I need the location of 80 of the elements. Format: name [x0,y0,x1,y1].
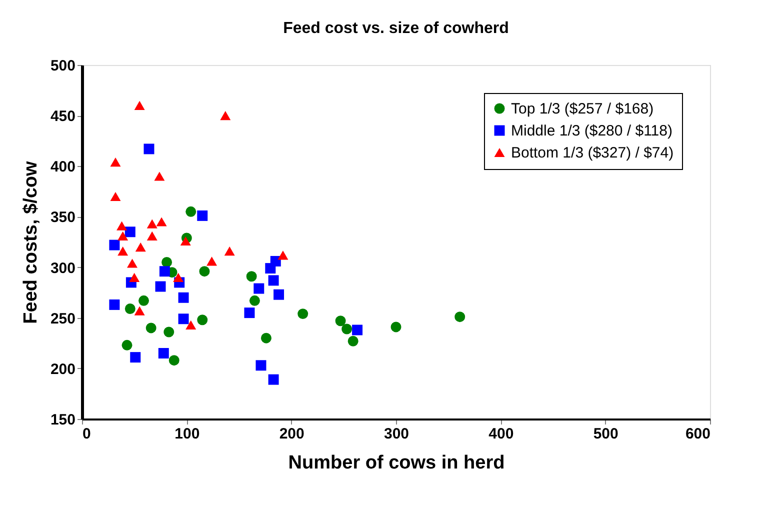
point [168,355,180,366]
x-tick-label: 300 [384,426,410,442]
point [278,250,288,260]
y-tick-label: 450 [50,108,76,126]
point [130,352,141,363]
point [126,258,138,268]
point [158,348,169,358]
point [144,144,154,154]
point [199,266,210,277]
point [118,231,128,240]
point [390,322,402,332]
point [274,289,284,300]
point [254,283,264,294]
point [129,272,140,282]
point [180,236,191,246]
point [206,256,218,266]
point [197,210,208,221]
y-tick-label: 350 [50,209,76,226]
point [162,256,172,268]
point [110,192,121,202]
x-tick-label: 500 [593,426,618,442]
point [173,272,184,282]
legend-label: Middle 1/3 ($280 / $118) [511,122,672,140]
point [335,316,346,326]
point [244,308,255,318]
point [134,100,145,110]
y-tick-label: 400 [50,158,76,176]
y-tick-label: 150 [50,412,76,428]
y-tick-label: 250 [50,310,76,328]
x-tick-label: 0 [82,426,91,442]
chart-title: Feed cost vs. size of cowherd [283,20,509,37]
point [260,332,272,344]
point [178,314,189,324]
point [197,314,208,326]
point [186,320,196,330]
y-tick-label: 300 [50,260,76,277]
point [220,111,231,120]
legend-label: Bottom 1/3 ($327) / $74) [511,144,674,162]
point [249,295,260,306]
y-tick-label: 500 [50,58,76,74]
legend-label: Top 1/3 ($257 / $168) [511,100,654,118]
x-tick-label: 100 [174,426,200,442]
point [110,158,121,167]
point [118,246,128,256]
point [156,217,167,226]
point [146,219,158,228]
point [224,246,235,256]
point [268,374,279,385]
point [116,221,128,230]
y-tick-label: 200 [50,360,76,378]
point [134,306,145,316]
point [268,275,279,286]
point [122,340,132,350]
point [124,226,136,238]
y-axis-title: Feed costs, $/cow [20,160,42,324]
point [159,266,170,277]
point [154,172,165,181]
x-tick-label: 200 [279,426,304,442]
x-tick-label: 400 [488,426,514,442]
point [348,336,358,346]
point [186,206,196,217]
point [146,231,158,240]
x-axis-title: Number of cows in herd [288,452,505,474]
point [135,242,146,252]
point [246,271,257,282]
point [298,308,308,320]
point [164,326,174,338]
point [352,324,363,336]
point [109,299,120,310]
point [146,322,156,334]
point [178,292,189,303]
point [256,360,266,371]
point [124,304,136,314]
point [342,324,352,334]
point [138,295,149,306]
x-tick-label: 600 [685,426,710,442]
point [109,240,120,250]
point [270,256,281,266]
point [454,312,466,322]
point [155,281,166,292]
